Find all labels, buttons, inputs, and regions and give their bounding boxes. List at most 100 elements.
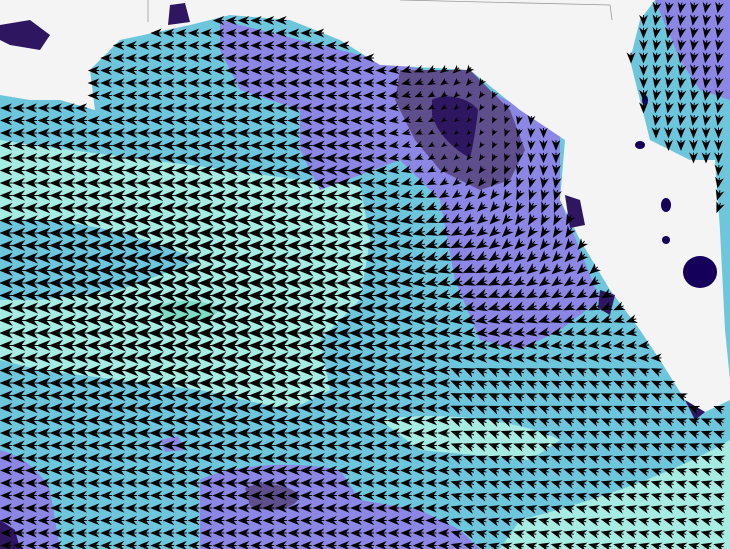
direction-arrow [525, 517, 538, 527]
direction-arrow [563, 430, 576, 440]
direction-arrow [588, 301, 601, 311]
direction-arrow [565, 225, 576, 238]
direction-arrow [212, 465, 225, 476]
direction-arrow [274, 140, 288, 151]
direction-arrow [337, 165, 350, 176]
direction-arrow [538, 455, 551, 465]
direction-arrow [688, 480, 701, 489]
direction-arrow [100, 90, 113, 101]
direction-arrow [124, 127, 138, 139]
direction-arrow [588, 542, 601, 549]
direction-arrow [375, 66, 387, 75]
direction-arrow [525, 340, 538, 350]
direction-arrow [112, 515, 125, 526]
direction-arrow [375, 540, 387, 549]
direction-arrow [525, 418, 539, 427]
direction-arrow [362, 165, 375, 176]
direction-arrow [387, 189, 401, 200]
direction-arrow [12, 390, 26, 401]
direction-arrow [538, 405, 551, 415]
direction-arrow [362, 78, 375, 88]
direction-arrow [550, 327, 563, 337]
direction-arrow [600, 455, 613, 465]
direction-arrow [563, 467, 576, 477]
direction-arrow [690, 101, 699, 114]
direction-arrow [553, 200, 563, 214]
direction-arrow [24, 165, 38, 176]
direction-arrow [500, 455, 513, 465]
direction-arrow [37, 115, 50, 126]
direction-arrow [588, 393, 601, 402]
direction-arrow [287, 540, 300, 549]
direction-arrow [564, 263, 576, 275]
direction-arrow [563, 542, 576, 549]
direction-arrow [362, 402, 376, 414]
direction-arrow [388, 128, 400, 137]
direction-arrow [287, 65, 300, 76]
direction-arrow [411, 314, 426, 326]
direction-arrow [237, 127, 250, 139]
direction-arrow [349, 415, 363, 426]
direction-arrow [491, 164, 499, 175]
direction-arrow [0, 402, 13, 414]
direction-arrow [225, 90, 238, 101]
direction-arrow [50, 115, 63, 126]
direction-arrow [488, 405, 501, 415]
direction-arrow [526, 275, 539, 287]
direction-arrow [503, 188, 513, 201]
direction-arrow [199, 452, 213, 464]
direction-arrow [387, 540, 400, 549]
direction-arrow [24, 190, 38, 201]
direction-arrow [275, 40, 287, 51]
direction-arrow [690, 14, 699, 26]
direction-arrow [374, 252, 389, 264]
direction-arrow [449, 314, 464, 325]
direction-arrow [0, 540, 12, 549]
direction-arrow [375, 140, 387, 150]
direction-arrow [488, 517, 501, 527]
direction-arrow [162, 140, 176, 151]
direction-arrow [337, 152, 350, 164]
direction-arrow [527, 140, 536, 151]
direction-arrow [675, 505, 688, 514]
direction-arrow [538, 542, 551, 549]
direction-arrow [325, 53, 337, 63]
direction-arrow [312, 65, 325, 76]
direction-arrow [75, 503, 87, 513]
direction-arrow [400, 503, 412, 513]
direction-arrow [613, 530, 626, 539]
direction-arrow [437, 226, 452, 236]
direction-arrow [12, 128, 25, 138]
direction-arrow [450, 530, 463, 539]
direction-arrow [513, 275, 527, 286]
direction-arrow [551, 152, 561, 164]
direction-arrow [675, 467, 688, 477]
direction-arrow [587, 327, 601, 337]
direction-arrow [490, 188, 501, 200]
direction-arrow [237, 90, 250, 101]
direction-arrow [450, 213, 464, 224]
direction-arrow [552, 238, 564, 251]
direction-arrow [262, 490, 275, 501]
direction-arrow [663, 405, 676, 415]
direction-arrow [87, 465, 100, 476]
direction-arrow [424, 352, 438, 364]
direction-arrow [489, 200, 501, 213]
direction-arrow [650, 455, 663, 465]
direction-arrow [652, 114, 662, 126]
direction-arrow [450, 263, 464, 274]
direction-arrow [677, 101, 687, 114]
direction-arrow [162, 53, 175, 63]
direction-arrow [400, 540, 412, 549]
direction-arrow [500, 530, 513, 539]
direction-arrow [613, 301, 626, 311]
direction-arrow [388, 115, 400, 124]
direction-arrow [552, 176, 562, 189]
direction-arrow [663, 505, 676, 514]
direction-arrow [387, 165, 400, 175]
direction-arrow [550, 405, 564, 415]
direction-arrow [513, 443, 526, 452]
direction-arrow [538, 492, 551, 502]
direction-arrow [600, 530, 613, 539]
direction-arrow [425, 213, 439, 223]
